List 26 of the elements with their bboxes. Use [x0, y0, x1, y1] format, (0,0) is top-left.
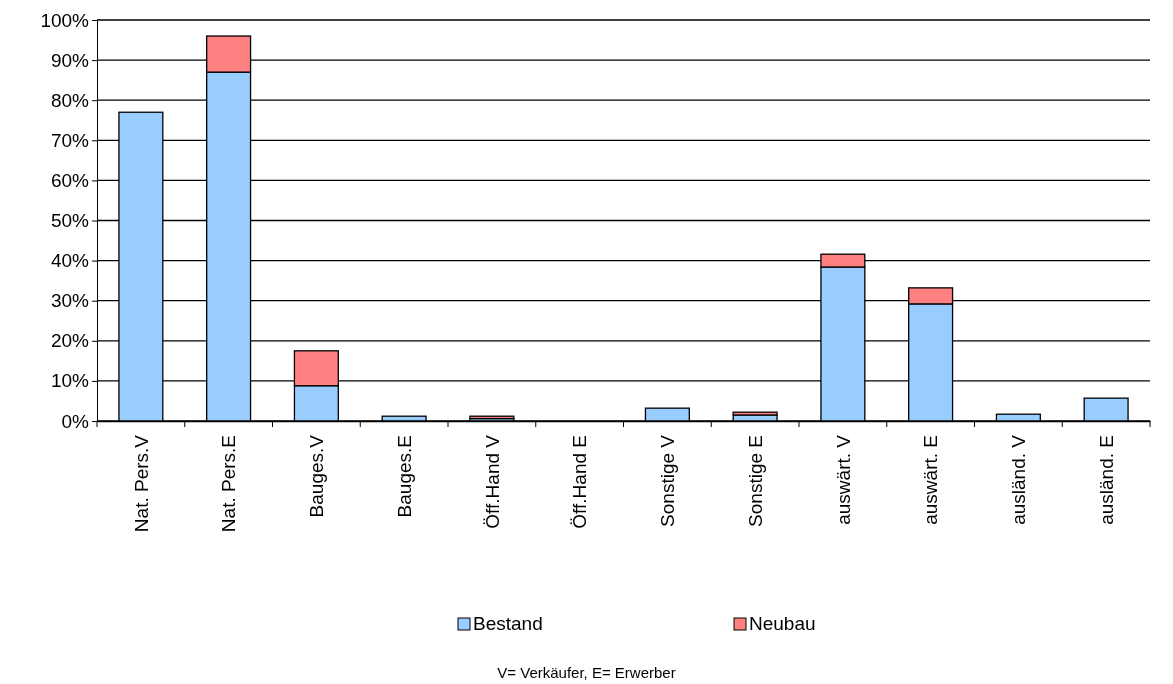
y-tick-label: 50% [50, 210, 90, 232]
x-tick-label: Nat. Pers.V [130, 434, 152, 533]
x-tick-label: ausländ. V [1008, 434, 1030, 525]
x-tick-label: auswärt. E [920, 435, 942, 525]
x-tick-label: Bauges.E [393, 435, 415, 518]
legend-label: Bestand [473, 613, 543, 634]
y-tick-label: 10% [50, 370, 90, 392]
y-tick-label: 70% [50, 129, 90, 151]
x-tick-label: ausländ. E [1095, 435, 1117, 525]
y-tick-label: 60% [50, 169, 90, 191]
x-tick-label: Öff.Hand E [569, 435, 591, 529]
y-tick-label: 0% [61, 410, 90, 432]
text: V= Verkäufer, E= Erwerber [497, 664, 676, 681]
x-tick-label: Sonstige V [657, 434, 679, 527]
x-tick-label: Nat. Pers.E [218, 435, 240, 533]
legend-label: Neubau [749, 613, 816, 634]
x-tick-label: Bauges.V [306, 434, 328, 518]
x-tick-label: Öff.Hand V [481, 434, 503, 529]
x-tick-label: auswärt. V [832, 434, 854, 525]
y-tick-label: 80% [50, 89, 90, 111]
x-tick-label: Sonstige E [744, 435, 766, 527]
y-tick-label: 20% [50, 330, 90, 352]
y-tick-label: 40% [50, 250, 90, 272]
y-tick-label: 30% [50, 290, 90, 312]
y-tick-label: 100% [40, 9, 90, 31]
y-tick-label: 90% [50, 49, 90, 71]
